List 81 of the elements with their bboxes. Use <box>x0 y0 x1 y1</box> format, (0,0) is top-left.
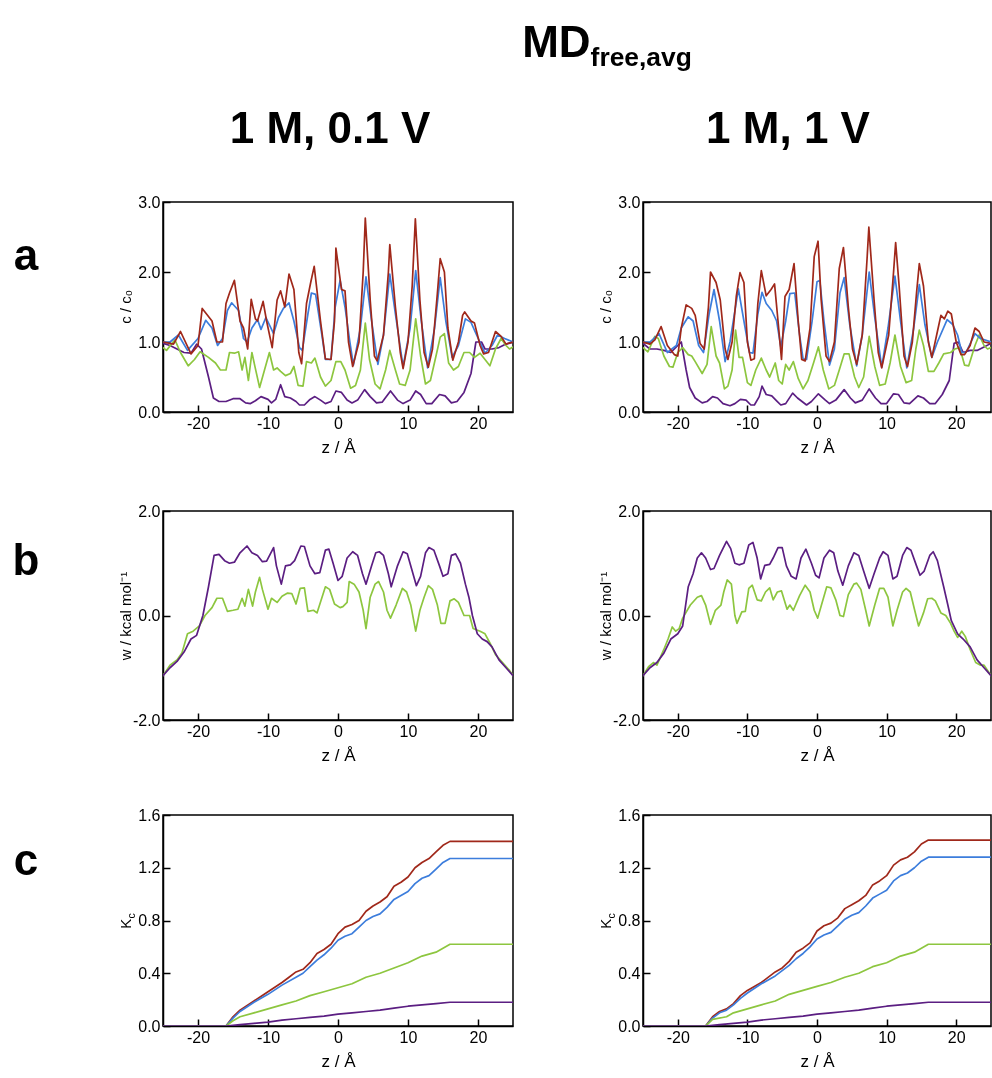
y-tick-label: 0.4 <box>618 964 641 982</box>
x-tick-label: 10 <box>399 722 418 740</box>
x-tick-label: -10 <box>256 414 281 432</box>
y-tick-label: 0.4 <box>138 964 161 982</box>
y-tick-label: 2.0 <box>138 263 161 281</box>
y-tick-label: 2.0 <box>618 502 641 520</box>
x-tick-label: -10 <box>256 1028 281 1046</box>
y-tick-label: 1.6 <box>138 806 161 824</box>
y-tick-label: 0.0 <box>138 1017 161 1035</box>
y-tick-label: 1.6 <box>618 806 641 824</box>
x-tick-label: -20 <box>666 414 690 432</box>
x-tick-label: 10 <box>878 414 897 432</box>
x-tick-label: 20 <box>947 722 966 740</box>
y-tick-label: 0.0 <box>618 1017 641 1035</box>
y-axis-title: w / kcal mol⁻¹ <box>116 571 135 660</box>
chart-title: 1 M, 1 V <box>706 103 870 153</box>
line-series <box>643 341 991 407</box>
x-axis-title: z / Å <box>321 745 357 765</box>
text: c <box>13 835 39 885</box>
line-series <box>643 271 991 369</box>
x-tick-label: 0 <box>334 722 344 740</box>
y-tick-label: 1.0 <box>138 333 161 351</box>
x-tick-label: 10 <box>399 1028 418 1046</box>
text: MD$_{free,avg}$ <box>522 17 692 73</box>
y-tick-label: 3.0 <box>138 193 161 211</box>
x-tick-label: 0 <box>813 722 823 740</box>
x-axis-title: z / Å <box>800 437 836 457</box>
x-tick-label: 20 <box>947 414 966 432</box>
x-tick-label: 20 <box>947 1028 966 1046</box>
y-axis-title: c / c₀ <box>596 290 614 324</box>
y-tick-label: 0.0 <box>138 607 161 624</box>
y-tick-label: -2.0 <box>132 711 161 729</box>
text: a <box>13 230 39 280</box>
x-tick-label: -10 <box>736 1028 760 1046</box>
x-tick-label: -20 <box>186 722 211 740</box>
x-tick-label: 0 <box>334 1028 344 1046</box>
x-axis-title: z / Å <box>800 1051 836 1071</box>
y-tick-label: 1.2 <box>618 859 641 877</box>
x-tick-label: 10 <box>878 1028 897 1046</box>
x-tick-label: -20 <box>186 1028 211 1046</box>
x-axis-title: z / Å <box>800 745 836 765</box>
y-tick-label: 0.8 <box>618 912 641 929</box>
x-tick-label: 20 <box>469 1028 488 1046</box>
line-series <box>643 226 991 369</box>
y-tick-label: -2.0 <box>612 711 641 729</box>
x-tick-label: 20 <box>469 722 488 740</box>
y-tick-label: 3.0 <box>618 193 641 211</box>
y-axis-title: c / c₀ <box>116 290 134 324</box>
line-series <box>163 269 513 369</box>
line-series <box>163 318 513 390</box>
line-series <box>643 325 991 390</box>
y-tick-label: 2.0 <box>618 263 641 281</box>
text: b <box>12 535 40 585</box>
x-tick-label: -20 <box>666 722 690 740</box>
y-tick-label: 1.0 <box>618 333 641 351</box>
y-tick-label: 1.2 <box>138 859 161 877</box>
line-series <box>643 540 991 677</box>
x-tick-label: -20 <box>186 414 211 432</box>
x-axis-title: z / Å <box>321 1051 357 1071</box>
x-tick-label: -10 <box>736 414 760 432</box>
x-tick-label: -10 <box>736 722 760 740</box>
x-tick-label: -20 <box>666 1028 690 1046</box>
x-tick-label: 0 <box>813 414 823 432</box>
line-series <box>643 579 991 677</box>
x-axis-title: z / Å <box>321 437 357 457</box>
x-tick-label: 0 <box>334 414 344 432</box>
x-tick-label: 10 <box>399 414 418 432</box>
y-axis-title: w / kcal mol⁻¹ <box>596 571 615 660</box>
x-tick-label: -10 <box>256 722 281 740</box>
y-tick-label: 0.0 <box>618 607 641 624</box>
y-tick-label: 2.0 <box>138 502 161 520</box>
y-tick-label: 0.0 <box>618 403 641 421</box>
x-tick-label: 20 <box>469 414 488 432</box>
chart-title: 1 M, 0.1 V <box>229 103 431 153</box>
line-series <box>163 545 513 677</box>
x-tick-label: 0 <box>813 1028 823 1046</box>
y-tick-label: 0.0 <box>138 403 161 421</box>
y-tick-label: 0.8 <box>138 912 161 929</box>
line-series <box>163 217 513 370</box>
x-tick-label: 10 <box>878 722 897 740</box>
line-series <box>163 576 513 677</box>
